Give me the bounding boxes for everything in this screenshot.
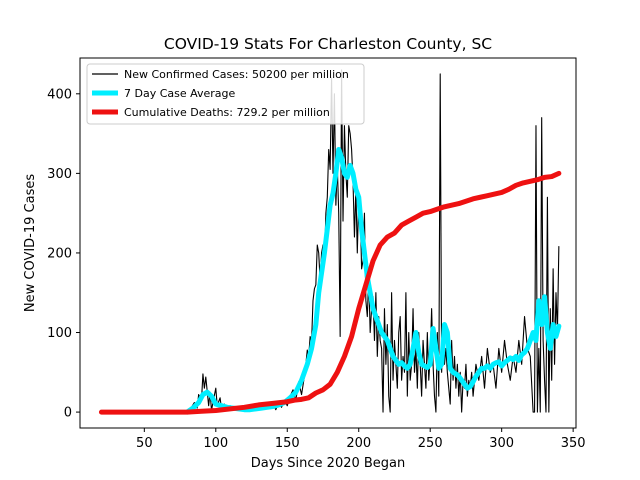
legend-box [86,63,365,125]
legend-label-deaths: Cumulative Deaths: 729.2 per million [124,106,330,119]
series-layer [98,69,562,415]
y-axis: 0 100 200 300 400 [47,87,80,421]
series-line-7-day-average [184,147,562,415]
legend-label-cases: New Confirmed Cases: 50200 per million [124,68,349,81]
y-tick-label: 0 [64,406,72,421]
y-tick-label: 400 [47,87,72,102]
x-tick-label: 350 [561,436,586,451]
y-axis-label: New COVID-19 Cases [23,174,38,312]
chart-title: COVID-19 Stats For Charleston County, SC [164,35,492,53]
x-tick-label: 250 [418,436,443,451]
y-tick-label: 300 [47,167,72,182]
x-tick-label: 50 [136,436,153,451]
y-tick-label: 200 [47,246,72,261]
x-tick-label: 200 [346,436,371,451]
x-tick-label: 100 [203,436,228,451]
x-axis: 50 100 150 200 250 300 350 [136,428,586,451]
y-tick-label: 100 [47,326,72,341]
legend-label-average: 7 Day Case Average [124,87,236,100]
plot-frame [79,57,577,429]
x-axis-label: Days Since 2020 Began [251,456,406,471]
x-tick-label: 150 [275,436,300,451]
legend: New Confirmed Cases: 50200 per million 7… [86,63,365,125]
series-line-cumulative-deaths [98,170,562,415]
x-tick-label: 300 [489,436,514,451]
